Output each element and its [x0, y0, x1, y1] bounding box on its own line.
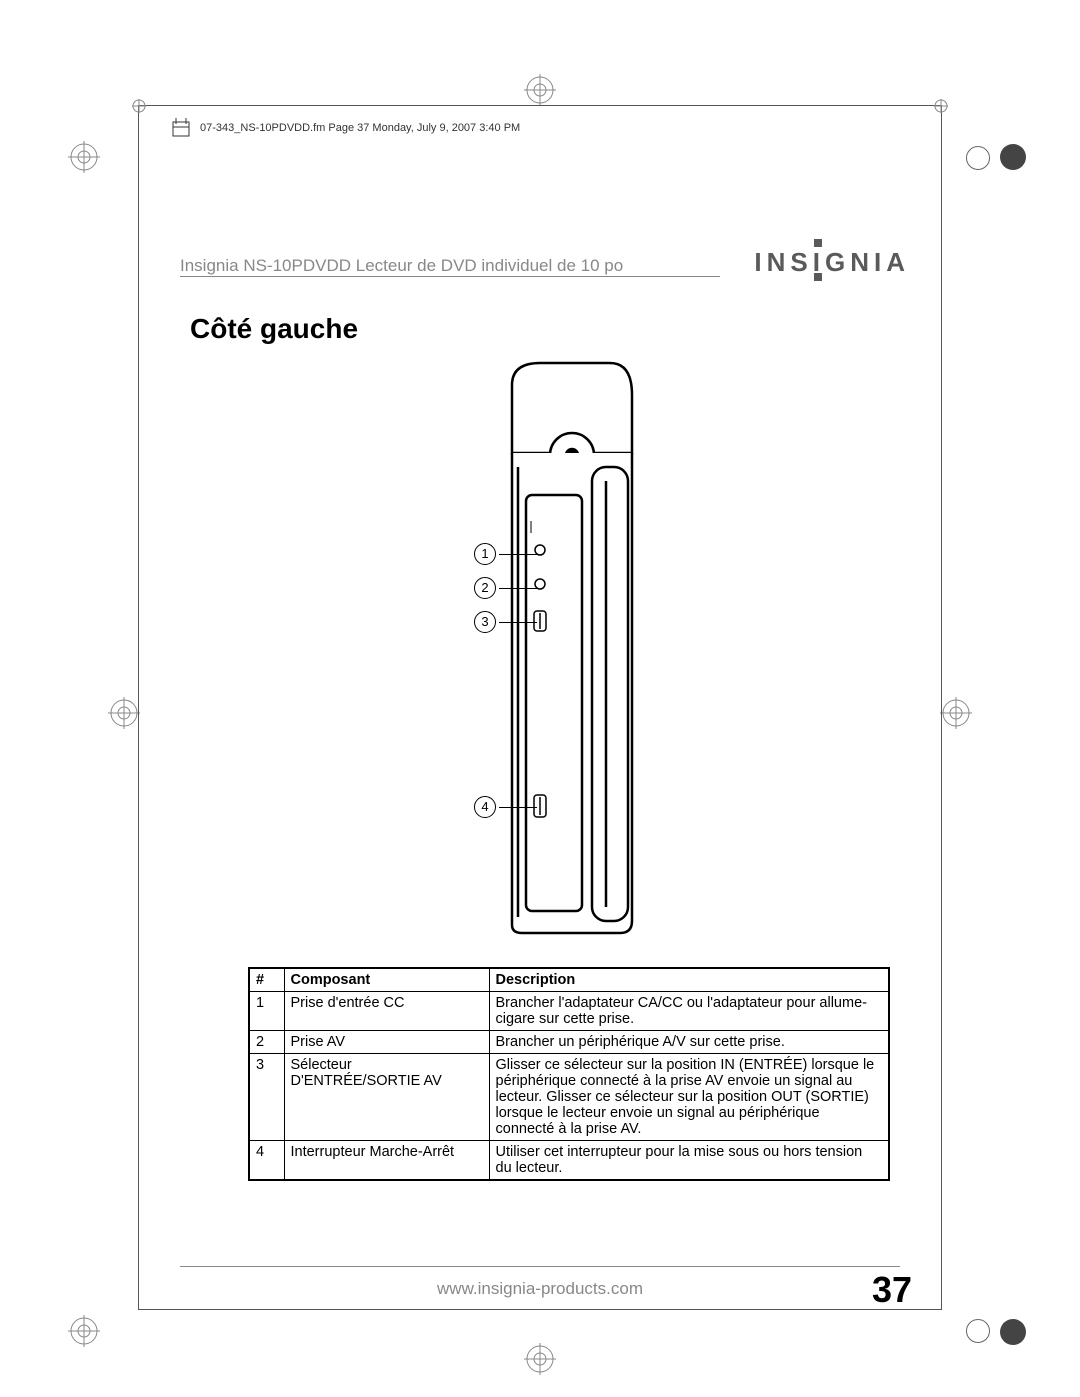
diagram-callout-4: 4 [474, 796, 537, 818]
reg-mark-tr-dot [1000, 144, 1026, 170]
footer-rule [180, 1266, 900, 1267]
frame-corner-tl [132, 99, 146, 118]
table-header-row: # Composant Description [249, 968, 889, 992]
section-title: Côté gauche [190, 313, 358, 345]
reg-mark-br-hollow [966, 1319, 990, 1343]
th-description: Description [489, 968, 889, 992]
table-row: 1 Prise d'entrée CC Brancher l'adaptateu… [249, 992, 889, 1031]
reg-mark-right-mid [940, 697, 972, 729]
reg-mark-top-mid [524, 74, 556, 106]
cell-description: Glisser ce sélecteur sur la position IN … [489, 1054, 889, 1141]
cell-description: Brancher l'adaptateur CA/CC ou l'adaptat… [489, 992, 889, 1031]
product-diagram [440, 355, 700, 960]
cell-num: 2 [249, 1031, 284, 1054]
cell-num: 4 [249, 1141, 284, 1181]
header-rule [180, 276, 720, 277]
diagram-callout-3: 3 [474, 611, 537, 633]
document-header-title: Insignia NS-10PDVDD Lecteur de DVD indiv… [180, 256, 623, 276]
cell-num: 3 [249, 1054, 284, 1141]
reg-mark-br-dot [1000, 1319, 1026, 1345]
cell-num: 1 [249, 992, 284, 1031]
page-number: 37 [872, 1269, 912, 1311]
cell-component: Prise d'entrée CC [284, 992, 489, 1031]
footer-url: www.insignia-products.com [0, 1279, 1080, 1299]
reg-mark-tl-outer [68, 141, 100, 173]
cell-component: Prise AV [284, 1031, 489, 1054]
reg-mark-tr-hollow [966, 146, 990, 170]
reg-mark-bl-outer [68, 1315, 100, 1347]
table-row: 4 Interrupteur Marche-Arrêt Utiliser cet… [249, 1141, 889, 1181]
cell-description: Utiliser cet interrupteur pour la mise s… [489, 1141, 889, 1181]
brand-logo-dot-bottom [814, 273, 822, 281]
print-header: 07-343_NS-10PDVDD.fm Page 37 Monday, Jul… [200, 122, 520, 134]
th-number: # [249, 968, 284, 992]
diagram-callout-2: 2 [474, 577, 537, 599]
component-table: # Composant Description 1 Prise d'entrée… [248, 967, 890, 1181]
table-row: 3 Sélecteur D'ENTRÉE/SORTIE AV Glisser c… [249, 1054, 889, 1141]
cell-component: Interrupteur Marche-Arrêt [284, 1141, 489, 1181]
th-component: Composant [284, 968, 489, 992]
diagram-callout-1: 1 [474, 543, 537, 565]
table-row: 2 Prise AV Brancher un périphérique A/V … [249, 1031, 889, 1054]
cell-description: Brancher un périphérique A/V sur cette p… [489, 1031, 889, 1054]
reg-mark-bottom-mid [524, 1343, 556, 1375]
frame-corner-tr [934, 99, 948, 118]
brand-logo: INSIGNIA [754, 247, 910, 278]
brand-logo-dot-top [814, 239, 822, 247]
cell-component: Sélecteur D'ENTRÉE/SORTIE AV [284, 1054, 489, 1141]
reg-mark-left-mid [108, 697, 140, 729]
print-header-icon [170, 115, 194, 144]
